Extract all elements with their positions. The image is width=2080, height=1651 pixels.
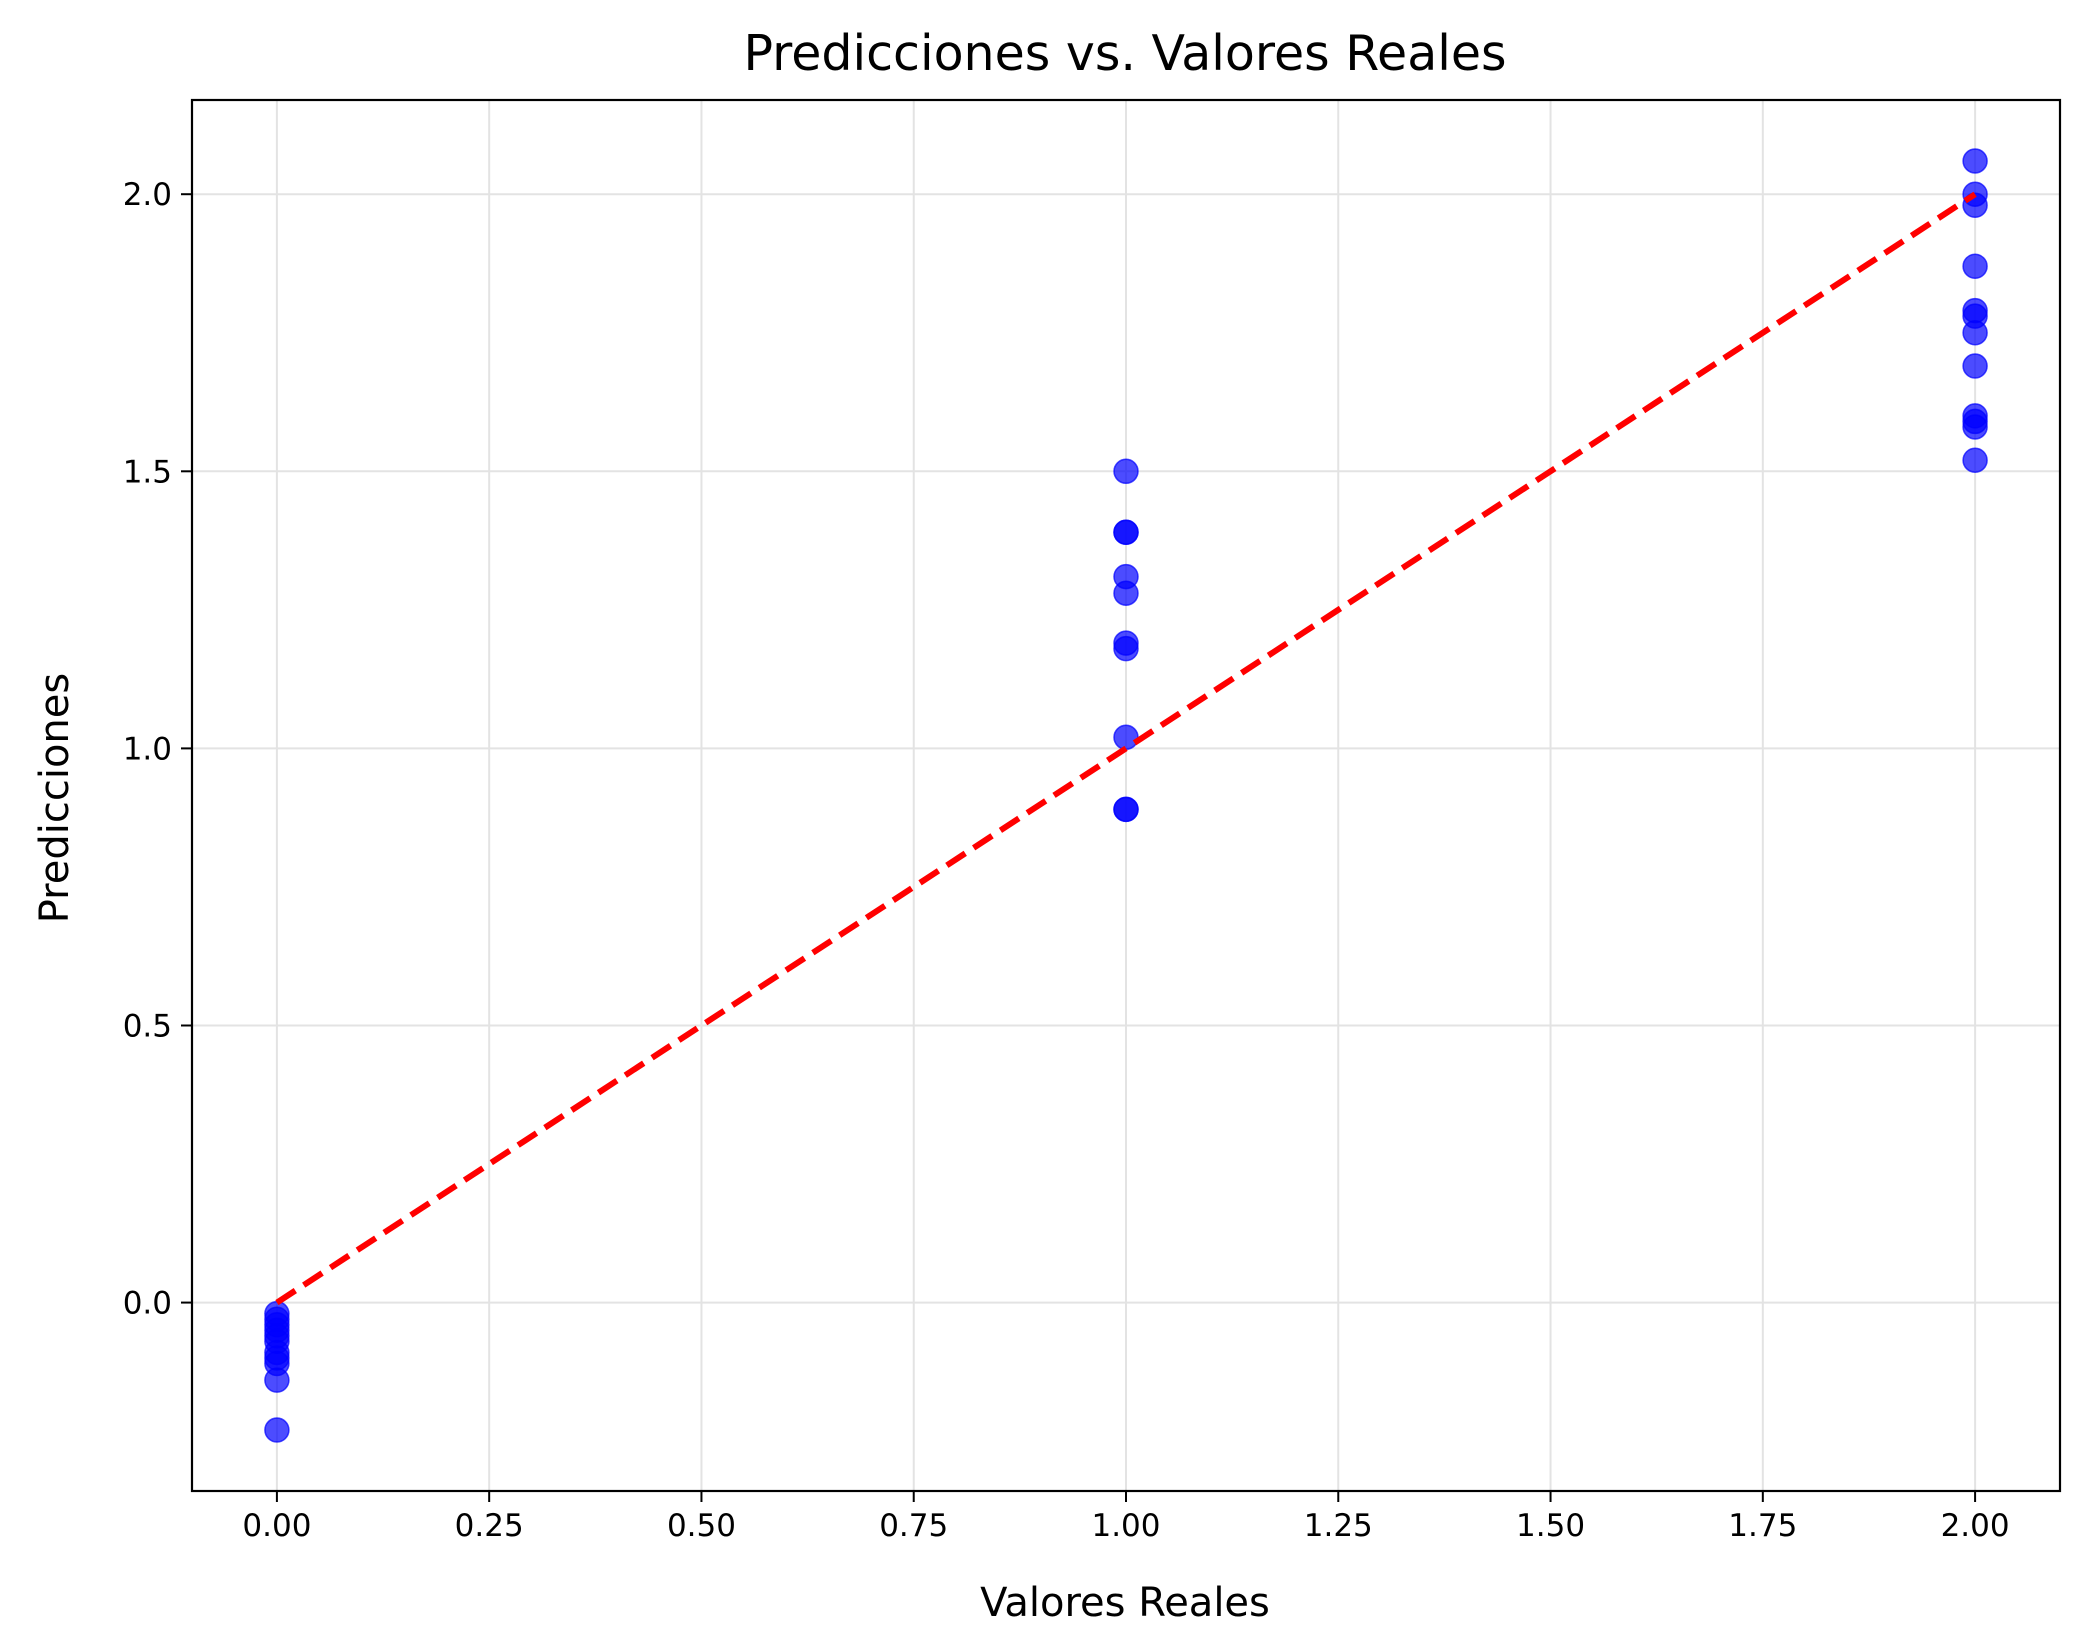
- scatter-point: [264, 1367, 290, 1393]
- y-tick-label: 1.5: [123, 454, 172, 490]
- chart-title: Predicciones vs. Valores Reales: [743, 25, 1506, 82]
- x-tick-label: 0.50: [667, 1508, 736, 1544]
- scatter-point: [1113, 796, 1139, 823]
- y-tick-label: 0.5: [123, 1008, 172, 1044]
- scatter-point: [1962, 447, 1988, 473]
- x-tick-label: 1.25: [1304, 1508, 1373, 1544]
- scatter-point: [1113, 519, 1139, 546]
- y-tick-label: 0.0: [123, 1286, 172, 1322]
- scatter-point: [1113, 635, 1139, 662]
- scatter-point: [1113, 458, 1139, 485]
- x-tick-label: 1.00: [1091, 1508, 1160, 1544]
- scatter-point: [1113, 724, 1139, 751]
- scatter-point: [1962, 253, 1988, 280]
- x-tick-label: 1.50: [1516, 1508, 1585, 1544]
- y-axis-label: Predicciones: [32, 673, 78, 923]
- y-tick-label: 1.0: [123, 731, 172, 767]
- x-tick-label: 0.00: [242, 1508, 311, 1544]
- scatter-point: [264, 1417, 290, 1443]
- scatter-point: [1962, 414, 1988, 440]
- x-tick-label: 2.00: [1941, 1508, 2010, 1544]
- x-tick-label: 0.75: [879, 1508, 948, 1544]
- reference-line-layer: [275, 191, 1977, 1306]
- y-axis-ticks: 0.0 0.5 1.0 1.5 2.0: [123, 177, 192, 1322]
- x-tick-label: 1.75: [1728, 1508, 1797, 1544]
- scatter-point: [1962, 148, 1988, 174]
- y-tick-label: 2.0: [123, 177, 172, 213]
- x-tick-label: 0.25: [455, 1508, 524, 1544]
- scatter-point: [1113, 580, 1139, 606]
- x-axis-ticks: 0.00 0.25 0.50 0.75 1.00 1.25 1.50 1.75 2.00: [242, 1491, 2010, 1544]
- reference-line: [275, 191, 1977, 1306]
- x-axis-label: Valores Reales: [980, 1580, 1270, 1626]
- scatter-point: [1962, 353, 1988, 379]
- scatter-point: [1962, 320, 1988, 346]
